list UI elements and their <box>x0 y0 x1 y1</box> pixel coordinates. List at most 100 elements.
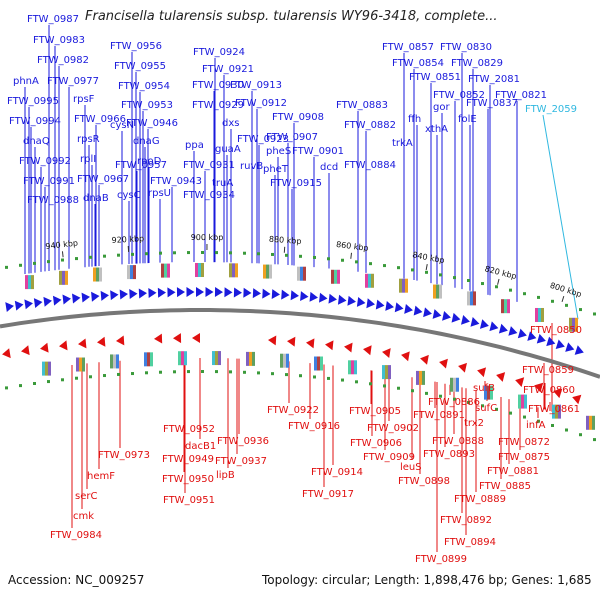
forward-gene-arrow-shape <box>451 312 461 323</box>
forward-gene-arrow-shape <box>328 293 337 304</box>
outer-dot <box>481 282 484 286</box>
outer-dot <box>397 266 400 270</box>
kbp-tick-label: 800 kbp <box>549 281 583 299</box>
feature-block <box>331 269 334 284</box>
reverse-gene-arrow <box>78 338 87 349</box>
outer-dot <box>327 257 330 261</box>
forward-gene-arrow-shape <box>148 288 157 299</box>
reverse-gene-label: FTW_0916 <box>288 421 340 432</box>
summary-text: Topology: circular; Length: 1,898,476 bp… <box>262 573 592 587</box>
kbp-tick-mark <box>561 295 565 302</box>
inner-dot <box>523 415 526 419</box>
reverse-gene-arrow <box>382 348 391 359</box>
outer-dot <box>565 303 568 307</box>
reverse-gene-label: FTW_0875 <box>498 452 550 463</box>
kbp-tick: 860 kbp <box>336 240 369 259</box>
feature-block <box>436 284 439 299</box>
kbp-tick: 900 kbp <box>191 233 223 251</box>
reverse-gene-label: FTW_0860 <box>523 385 575 396</box>
forward-gene-arrow <box>157 287 166 298</box>
feature-block <box>456 377 459 392</box>
highlight-gene-leader <box>542 114 579 320</box>
feature-block <box>422 370 425 385</box>
feature-block <box>473 291 476 306</box>
kbp-tick: 800 kbp <box>549 281 583 302</box>
forward-gene-label: FTW_0854 <box>392 58 444 69</box>
forward-gene-label: FTW_0930 <box>192 80 244 91</box>
forward-gene-arrow <box>470 317 480 327</box>
forward-gene-arrow-shape <box>536 333 546 344</box>
forward-gene-arrow-shape <box>461 314 470 325</box>
reverse-gene-arrow <box>173 333 182 344</box>
forward-gene-label: pheT <box>263 164 289 175</box>
feature-block <box>303 266 306 281</box>
forward-gene-arrow <box>233 287 242 298</box>
reverse-gene-label: FTW_0861 <box>528 404 580 415</box>
kbp-tick-label: 920 kbp <box>111 234 144 245</box>
reverse-gene-label: FTW_0950 <box>162 474 214 485</box>
forward-gene-arrow <box>167 287 176 298</box>
inner-dot <box>355 380 358 384</box>
forward-gene-arrow <box>546 336 556 347</box>
feature-block <box>541 307 544 322</box>
forward-gene-arrow-shape <box>224 287 233 298</box>
forward-gene-arrow <box>356 297 366 307</box>
forward-gene-arrow-shape <box>479 319 489 329</box>
forward-gene-arrow <box>517 328 527 339</box>
reverse-gene-arrow <box>287 336 296 347</box>
feature-block <box>263 264 266 279</box>
kbp-tick: 940 kbp <box>45 239 78 258</box>
forward-gene-arrow-shape <box>356 297 366 307</box>
inner-dot <box>243 370 246 374</box>
feature-block <box>133 265 136 280</box>
feature-block <box>371 273 374 288</box>
feature-block <box>416 370 419 385</box>
inner-dot <box>397 386 400 390</box>
reverse-gene-label: FTW_0914 <box>311 467 363 478</box>
reverse-gene-arrow-shape <box>363 345 372 356</box>
outer-dot <box>341 258 344 262</box>
forward-gene-arrow-shape <box>366 298 375 309</box>
feature-block <box>195 263 198 278</box>
forward-gene-arrow-shape <box>72 293 81 304</box>
outer-dot <box>215 251 218 255</box>
forward-gene-arrow <box>574 345 584 355</box>
reverse-gene-arrow-shape <box>420 354 429 365</box>
forward-gene-arrow <box>205 286 214 297</box>
forward-gene-arrow <box>252 288 261 299</box>
feature-block <box>399 278 402 293</box>
inner-dot <box>425 391 428 395</box>
feature-block <box>337 269 340 284</box>
reverse-gene-label: FTW_0984 <box>50 530 102 541</box>
reverse-gene-arrow <box>344 342 353 353</box>
reverse-gene-arrow-shape <box>154 333 163 344</box>
feature-block <box>116 354 119 369</box>
feature-block <box>385 365 388 380</box>
feature-block <box>62 270 65 285</box>
outer-dot <box>313 255 316 259</box>
forward-gene-arrow-shape <box>52 295 62 306</box>
feature-block <box>365 273 368 288</box>
forward-gene-arrow-shape <box>138 288 147 299</box>
outer-dot <box>187 251 190 255</box>
forward-gene-arrow <box>24 299 33 310</box>
feature-block <box>235 263 238 278</box>
forward-gene-label: FTW_0956 <box>110 41 162 52</box>
feature-block <box>552 404 555 419</box>
forward-gene-label: FTW_0992 <box>19 156 71 167</box>
forward-gene-arrow <box>33 298 43 308</box>
inner-dot <box>285 373 288 377</box>
inner-dot <box>145 371 148 375</box>
forward-gene-arrow-shape <box>300 291 309 302</box>
inner-dot <box>537 419 540 423</box>
reverse-gene-arrow-shape <box>40 342 49 353</box>
reverse-gene-arrow-shape <box>192 332 201 343</box>
forward-gene-arrow <box>281 289 290 300</box>
feature-block <box>402 278 405 293</box>
outer-dot <box>383 264 386 268</box>
reverse-gene-label: FTW_0885 <box>479 481 531 492</box>
feature-block <box>518 394 521 409</box>
forward-gene-label: FTW_0829 <box>451 58 503 69</box>
feature-block <box>484 385 487 400</box>
